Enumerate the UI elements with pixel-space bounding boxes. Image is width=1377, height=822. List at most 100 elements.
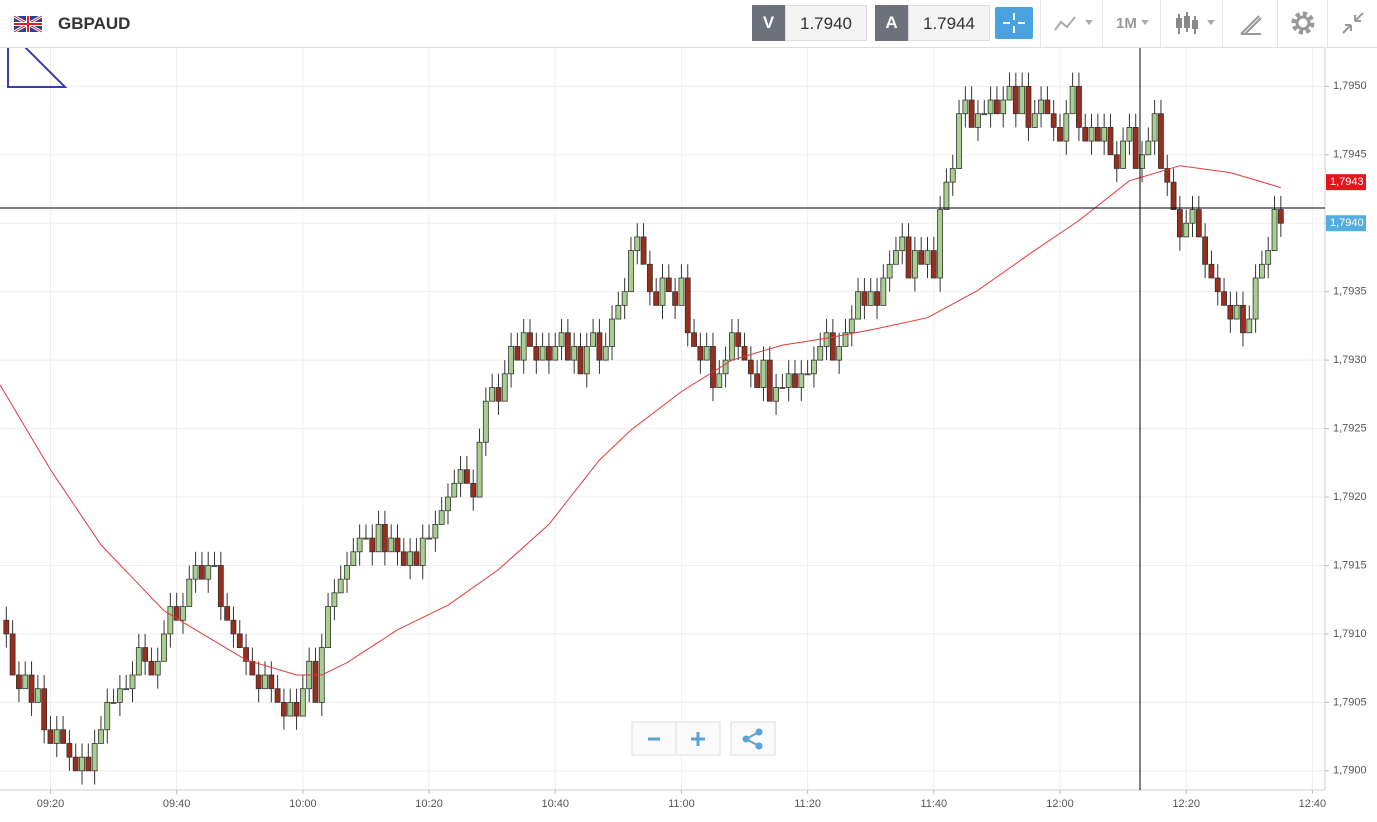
candle-body [836, 346, 843, 361]
candle [1233, 291, 1240, 320]
candle-body [47, 729, 54, 744]
candle [1094, 113, 1101, 142]
candle-body [369, 537, 376, 553]
candle-body [1057, 127, 1063, 142]
candle-body [646, 263, 653, 293]
candle-body [659, 277, 666, 306]
candle-body [943, 181, 950, 210]
candle-body [217, 565, 224, 607]
candle-body [893, 250, 899, 265]
timeframe-button[interactable]: 1M [1102, 0, 1161, 47]
candle [741, 332, 748, 361]
candle [546, 332, 552, 374]
candle-body [975, 113, 981, 128]
candle-body [640, 236, 647, 265]
ask-label[interactable]: A [875, 5, 908, 41]
candle [508, 332, 514, 388]
candle-body [1120, 140, 1126, 169]
candle [1240, 291, 1246, 347]
candle-body [98, 729, 104, 744]
candle [577, 332, 584, 375]
candle [609, 305, 615, 361]
candle [217, 551, 224, 621]
zoom-out[interactable] [631, 721, 677, 756]
candle-body [527, 332, 533, 347]
line-icon [1054, 16, 1093, 31]
crosshair-button[interactable] [995, 7, 1033, 39]
candle [930, 236, 937, 279]
drawn-triangle[interactable] [7, 27, 68, 88]
candle-body [842, 332, 849, 347]
candle-body [1277, 209, 1284, 224]
candle [394, 524, 401, 566]
candle [1006, 72, 1013, 101]
y-tick-label: 1,7900 [1333, 765, 1367, 777]
candle-body [457, 469, 464, 484]
candle-body [533, 346, 540, 361]
collapse-button[interactable] [1327, 0, 1377, 47]
bid[interactable]: 1.7940 [785, 5, 867, 41]
candle [350, 538, 357, 566]
candle [489, 373, 496, 402]
candle [785, 360, 792, 402]
ask[interactable]: 1.7944 [908, 5, 990, 41]
candle-body [243, 647, 249, 662]
candle [848, 305, 855, 347]
settings-button[interactable] [1277, 0, 1328, 47]
share[interactable] [730, 721, 776, 756]
candle [1252, 264, 1259, 333]
candle [886, 250, 893, 292]
candle [91, 729, 98, 785]
candle [968, 86, 975, 128]
candle-body [331, 592, 338, 607]
candle-body [672, 291, 679, 306]
chart-type-button[interactable] [1040, 0, 1103, 47]
candle-body [3, 619, 10, 635]
candle-body [798, 373, 805, 388]
candle-body [590, 332, 596, 347]
candle [464, 455, 470, 484]
candle-body [823, 332, 830, 347]
candle [716, 360, 723, 388]
candle [400, 538, 407, 566]
candle [779, 373, 786, 389]
bid-label[interactable]: V [752, 5, 785, 41]
candle [432, 510, 439, 552]
candle [1057, 113, 1063, 142]
candle-body [16, 674, 22, 690]
candle [905, 223, 912, 279]
candle-body [255, 674, 262, 690]
candle [1195, 195, 1202, 238]
candle-body [773, 387, 779, 402]
x-tick-label: 11:20 [794, 798, 821, 810]
candle-body [949, 168, 956, 183]
candle-body [634, 236, 641, 252]
candle-type-button[interactable] [1160, 0, 1223, 47]
candle [975, 100, 981, 142]
candle [1170, 168, 1177, 210]
candle [1176, 195, 1183, 251]
crosshair-icon [1003, 13, 1025, 33]
candle-body [344, 565, 350, 580]
candle [1044, 86, 1051, 115]
candle-body [72, 756, 79, 772]
candle-body [741, 346, 748, 361]
draw-button[interactable] [1222, 0, 1278, 47]
candle-body [1221, 291, 1227, 306]
candle [426, 524, 432, 540]
candle-body [817, 346, 824, 361]
candle-body [464, 469, 470, 484]
candle [697, 332, 704, 374]
candle-body [804, 373, 811, 376]
candle [552, 332, 559, 361]
candle-body [697, 346, 704, 361]
candle-body [116, 688, 123, 703]
candle-body [1208, 263, 1215, 279]
candle [53, 716, 60, 758]
candle [1164, 154, 1171, 196]
candle-body [180, 606, 186, 621]
flag-icon [14, 14, 43, 34]
candle-body [583, 346, 590, 375]
candle-body [514, 346, 521, 361]
